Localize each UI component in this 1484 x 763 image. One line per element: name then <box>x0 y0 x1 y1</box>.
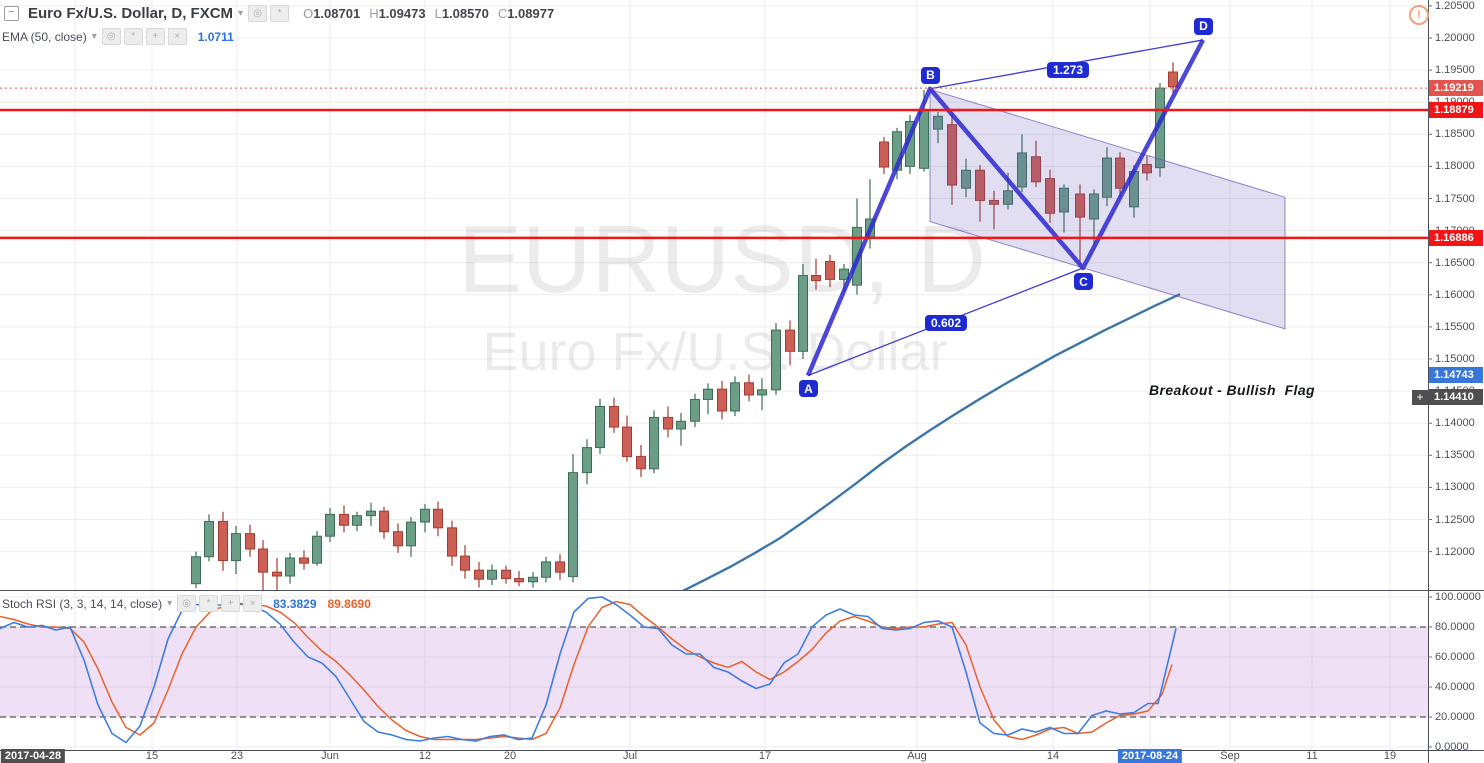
price-tick-label: 1.15500 <box>1435 320 1475 333</box>
ohlc-key: H <box>369 6 379 21</box>
time-tick-label: Sep <box>1220 750 1240 762</box>
pattern-point-c[interactable]: C <box>1074 273 1093 291</box>
price-tick-label: 1.20500 <box>1435 0 1475 12</box>
price-tick-label: 1.13000 <box>1435 481 1475 494</box>
price-tick-label: 1.20000 <box>1435 32 1475 44</box>
price-tick-label: 60.0000 <box>1435 651 1475 663</box>
ohlc-values: O 1.08701 H 1.09473 L 1.08570 C 1.08977 <box>294 6 554 21</box>
stoch-legend-buttons: ◎ * + × <box>177 595 263 612</box>
svg-text:Euro Fx/U.S. Dollar: Euro Fx/U.S. Dollar <box>482 322 947 382</box>
pattern-point-b[interactable]: B <box>921 66 940 84</box>
price-label-dark: 1.14410 <box>1429 388 1483 405</box>
stoch-rsi-label[interactable]: Stoch RSI (3, 3, 14, 14, close) <box>2 596 163 611</box>
stoch-rsi-pane <box>0 596 1428 744</box>
price-tick-label: 100.0000 <box>1435 591 1481 603</box>
abcd-pattern-line[interactable] <box>805 38 1205 377</box>
symbol-legend-buttons: ◎ * <box>248 5 290 22</box>
chevron-down-icon[interactable]: ▾ <box>91 31 97 42</box>
gear-icon[interactable]: * <box>270 5 290 22</box>
time-tick-label: 19 <box>1383 750 1397 762</box>
symbol-legend: − Euro Fx/U.S. Dollar, D, FXCM ▾ ◎ * O 1.0… <box>4 5 554 22</box>
hide-icon[interactable]: ◎ <box>248 5 268 22</box>
ohlc-value: 1.09473 <box>378 6 426 21</box>
price-tick-label: 1.14000 <box>1435 417 1475 430</box>
price-tick-label: 1.19500 <box>1435 64 1475 77</box>
price-tick-label: 1.16000 <box>1435 288 1475 301</box>
time-tick-label: 12 <box>418 750 432 762</box>
price-tick-label: 20.0000 <box>1435 711 1475 723</box>
price-tick-label: 1.15000 <box>1435 353 1475 365</box>
price-tick-label: 0.0000 <box>1435 741 1469 753</box>
price-label-level: 1.18879 <box>1429 101 1483 118</box>
chevron-down-icon[interactable]: ▾ <box>238 8 244 19</box>
warning-icon[interactable]: ! <box>1409 5 1429 25</box>
stoch-d-value: 89.8690 <box>327 596 371 611</box>
ohlc-value: 1.08977 <box>507 6 555 21</box>
price-tick-label: 80.0000 <box>1435 621 1475 633</box>
add-icon[interactable]: + <box>221 595 241 612</box>
close-icon[interactable]: × <box>167 28 187 45</box>
flag-channel[interactable] <box>929 88 1286 330</box>
time-tick-label: Jun <box>321 750 339 762</box>
ohlc-value: 1.08570 <box>441 6 489 21</box>
stoch-d-line <box>0 600 1173 741</box>
price-tick-label: 40.0000 <box>1435 681 1475 693</box>
ohlc-key: O <box>303 6 314 21</box>
price-label-blue: 1.14743 <box>1429 367 1483 384</box>
ohlc-key: L <box>434 6 442 21</box>
time-tick-label: 15 <box>145 750 159 762</box>
hide-icon[interactable]: ◎ <box>101 28 121 45</box>
price-tick-label: 1.12500 <box>1435 513 1475 526</box>
add-icon[interactable]: + <box>145 28 165 45</box>
ohlc-value: 1.08701 <box>313 6 361 21</box>
add-alert-button[interactable]: + <box>1412 389 1428 405</box>
collapse-pane-icon[interactable]: − <box>4 6 19 21</box>
chevron-down-icon[interactable]: ▾ <box>167 598 173 609</box>
pattern-point-a[interactable]: A <box>799 380 818 398</box>
time-tick-label: Jul <box>622 750 638 762</box>
fib-ratio-label: 0.602 <box>924 314 968 331</box>
price-tick-label: 1.16500 <box>1435 256 1475 269</box>
price-tick-label: 1.18500 <box>1435 128 1475 141</box>
date-badge: 2017-04-28 <box>0 749 66 763</box>
price-tick-label: 1.17500 <box>1435 192 1475 205</box>
price-label-last: 1.19219 <box>1429 80 1483 97</box>
time-tick-label: 11 <box>1306 750 1318 762</box>
ohlc-key: C <box>497 6 508 21</box>
svg-text:EURUSD, D: EURUSD, D <box>458 206 986 313</box>
price-tick-label: 1.18000 <box>1435 160 1475 173</box>
close-icon[interactable]: × <box>243 595 263 612</box>
price-axis[interactable]: 1.205001.200001.195001.190001.185001.180… <box>1428 0 1484 753</box>
breakout-annotation[interactable]: Breakout - Bullish Flag <box>1149 382 1315 398</box>
time-tick-label: 20 <box>503 750 517 762</box>
ema-legend-buttons: ◎ * + × <box>101 28 187 45</box>
price-tick-label: 1.12000 <box>1435 545 1475 558</box>
ema-label[interactable]: EMA (50, close) <box>2 29 87 44</box>
gear-icon[interactable]: * <box>199 595 219 612</box>
time-tick-label: 17 <box>758 750 772 762</box>
hide-icon[interactable]: ◎ <box>177 595 197 612</box>
symbol-title[interactable]: Euro Fx/U.S. Dollar, D, FXCM <box>28 5 234 22</box>
date-badge: 2017-08-24 <box>1117 749 1183 763</box>
fib-ratio-label: 1.273 <box>1046 61 1090 78</box>
stoch-k-value: 83.3829 <box>273 596 317 611</box>
time-tick-label: Aug <box>907 750 927 762</box>
time-tick-label: 23 <box>230 750 244 762</box>
ema-line <box>682 293 1181 590</box>
ema-legend: EMA (50, close) ▾ ◎ * + × 1.0711 <box>2 28 234 45</box>
time-axis[interactable]: 2017-04-28 15 23 Jun 12 20 Jul 17 Aug 14 2017-08-2… <box>0 749 1428 763</box>
gear-icon[interactable]: * <box>123 28 143 45</box>
pattern-point-d[interactable]: D <box>1194 17 1213 35</box>
watermark: EURUSD, D Euro Fx/U.S. Dollar <box>458 206 986 382</box>
time-tick-label: 14 <box>1046 750 1060 762</box>
price-tick-label: 1.13500 <box>1435 449 1475 462</box>
price-label-level: 1.16886 <box>1429 229 1483 246</box>
stoch-rsi-legend: Stoch RSI (3, 3, 14, 14, close) ▾ ◎ * + × 8… <box>2 595 371 612</box>
ema-value: 1.0711 <box>197 29 234 44</box>
